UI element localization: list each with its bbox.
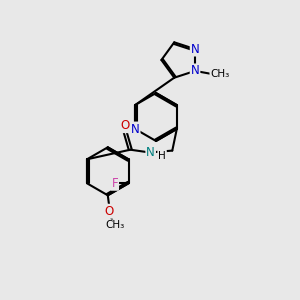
Text: O: O (105, 205, 114, 218)
Text: N: N (131, 122, 140, 136)
Text: F: F (112, 177, 118, 190)
Text: CH₃: CH₃ (210, 69, 230, 79)
Text: N: N (191, 64, 200, 77)
Text: N: N (191, 43, 200, 56)
Text: H: H (158, 151, 166, 161)
Text: CH₃: CH₃ (105, 220, 124, 230)
Text: O: O (120, 119, 130, 132)
Text: N: N (146, 146, 155, 159)
